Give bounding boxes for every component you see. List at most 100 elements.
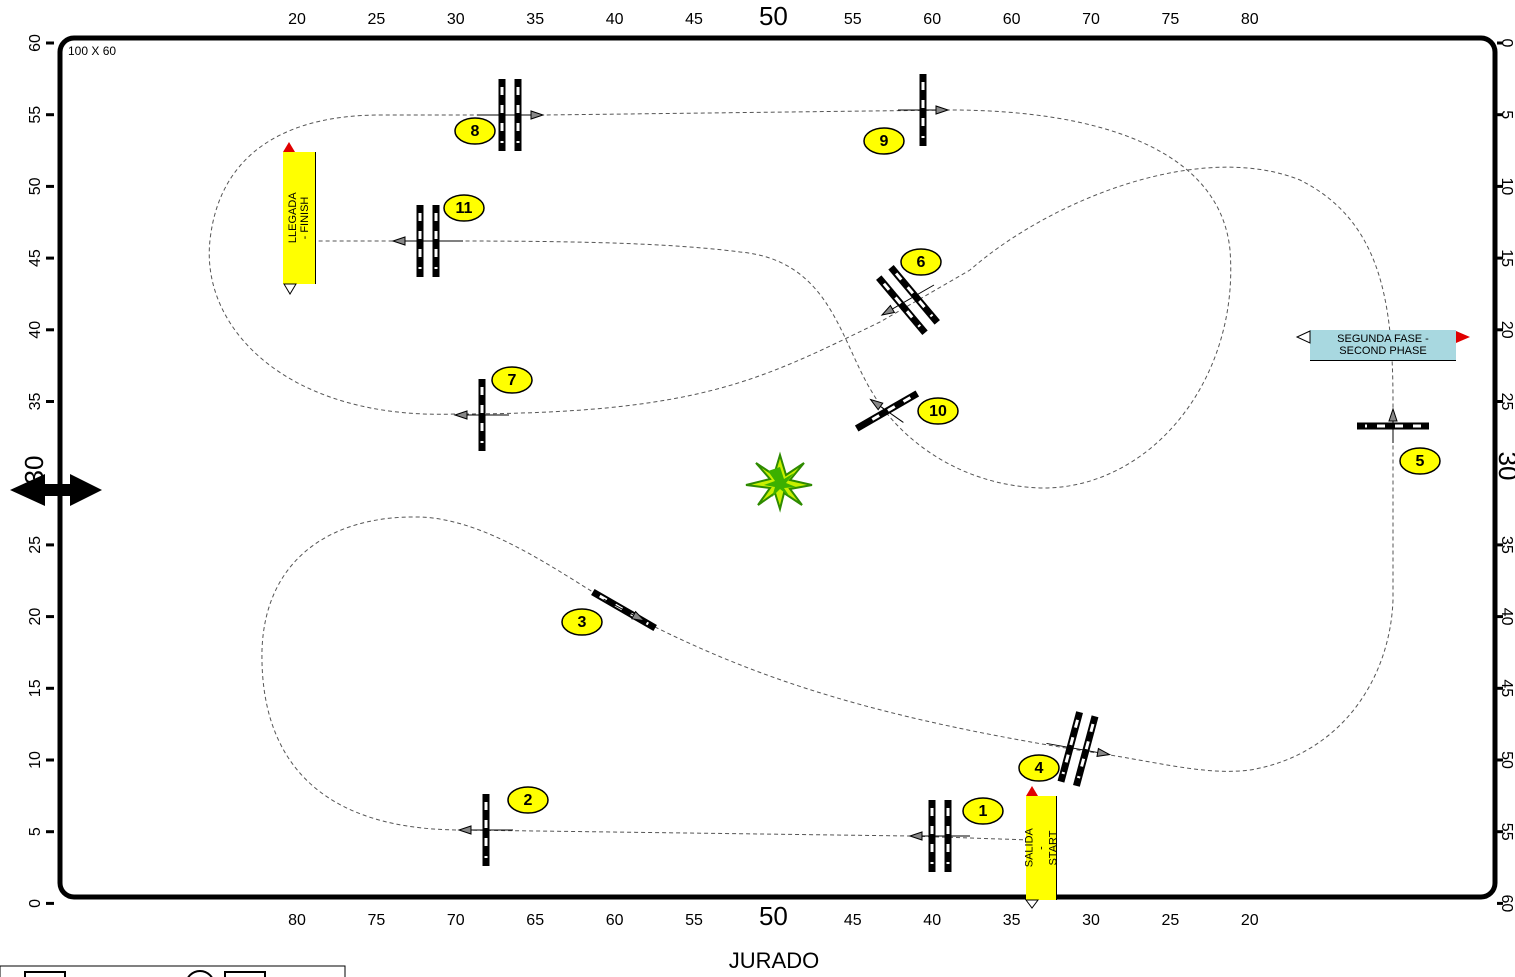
obstacle-fences — [391, 74, 1429, 872]
obstacle-number: 10 — [929, 403, 947, 420]
left-axis-label: 20 — [27, 608, 44, 626]
direction-arrow — [1388, 407, 1398, 443]
obstacle-badge — [561, 608, 603, 636]
bottom-axis-label: 70 — [447, 912, 465, 929]
bottom-axis-label: 20 — [1241, 912, 1259, 929]
right-axis-label: 60 — [1498, 895, 1515, 913]
fence-rail — [1057, 711, 1083, 783]
obstacle-badge — [454, 117, 496, 145]
right-axis-label: 10 — [1498, 178, 1515, 196]
right-axis-label: 0 — [1498, 39, 1515, 48]
arrow-head — [908, 831, 923, 841]
bottom-axis-label: 45 — [844, 912, 862, 929]
top-axis-label: 50 — [759, 1, 788, 31]
bottom-axis-label: 30 — [1082, 912, 1100, 929]
arrow-head — [880, 304, 896, 316]
arrow-head — [935, 105, 950, 115]
fence-rail — [876, 275, 928, 335]
bottom-axis-label: 50 — [759, 901, 788, 931]
obstacle-badge — [1018, 754, 1060, 782]
left-axis-label: 10 — [27, 751, 44, 769]
left-axis-label: 30 — [19, 456, 49, 485]
left-axis-label: 55 — [27, 106, 44, 124]
left-axis-label: 35 — [27, 393, 44, 411]
direction-arrow — [453, 410, 509, 420]
obstacle-badge — [443, 194, 485, 222]
bottom-axis-label: 35 — [1003, 912, 1021, 929]
top-axis-label: 40 — [606, 11, 624, 28]
right-axis-label: 30 — [1493, 452, 1515, 481]
judges-label: JURADO — [729, 948, 819, 973]
start-panel: SALIDA - START — [1023, 796, 1059, 900]
obstacle-badge — [962, 797, 1004, 825]
second-phase-label: SEGUNDA FASE - SECOND PHASE — [1337, 333, 1429, 357]
top-axis-label: 30 — [447, 11, 465, 28]
fence-rail — [1073, 715, 1099, 787]
right-axis-label: 35 — [1498, 536, 1515, 554]
direction-arrow — [898, 105, 950, 115]
obstacle-badge — [900, 248, 942, 276]
top-axis-label: 45 — [685, 11, 703, 28]
right-axis-label: 55 — [1498, 823, 1515, 841]
obstacle-number: 2 — [524, 792, 533, 809]
obstacle-badge — [507, 786, 549, 814]
bottom-axis-label: 80 — [288, 912, 306, 929]
top-axis-label: 35 — [526, 11, 544, 28]
obstacle-badge — [863, 127, 905, 155]
obstacle-number: 7 — [508, 372, 517, 389]
top-axis-label: 25 — [368, 11, 386, 28]
side-arrow — [10, 474, 102, 506]
bottom-axis-label: 60 — [606, 912, 624, 929]
right-axis-label: 25 — [1498, 393, 1515, 411]
obstacle-number: 8 — [471, 123, 480, 140]
left-axis-label: 60 — [27, 34, 44, 52]
course-route — [208, 109, 1394, 841]
arrow-head — [869, 398, 884, 411]
right-axis-label: 50 — [1498, 751, 1515, 769]
right-axis-label: 45 — [1498, 679, 1515, 697]
direction-arrow — [457, 825, 513, 835]
obstacle-badge — [491, 366, 533, 394]
arrow-head — [453, 410, 468, 420]
right-axis-label: 40 — [1498, 608, 1515, 626]
left-axis-label: 15 — [27, 679, 44, 697]
direction-arrow — [1046, 742, 1112, 758]
start-label: SALIDA - START — [1023, 828, 1059, 868]
top-axis-label: 70 — [1082, 11, 1100, 28]
obstacle-badge — [917, 397, 959, 425]
direction-arrow — [603, 598, 646, 622]
obstacle-number: 11 — [456, 200, 473, 217]
arrow-head — [530, 110, 545, 120]
direction-arrow — [908, 831, 970, 841]
obstacle-number: 6 — [917, 254, 926, 271]
obstacle-badge — [1399, 447, 1441, 475]
right-axis-label: 5 — [1498, 110, 1515, 119]
top-axis-label: 55 — [844, 11, 862, 28]
bottom-axis-label: 75 — [368, 912, 386, 929]
obstacle-number: 5 — [1416, 453, 1425, 470]
arrow-head — [457, 825, 472, 835]
direction-arrow — [477, 110, 545, 120]
obstacle-number: 1 — [979, 803, 988, 820]
bottom-axis-label: 25 — [1162, 912, 1180, 929]
finish-label: LLEGADA - FINISH — [287, 192, 312, 244]
bottom-axis-label: 40 — [923, 912, 941, 929]
left-axis-label: 0 — [27, 899, 44, 908]
arrow-head — [631, 610, 646, 622]
legend-box — [0, 965, 346, 977]
top-axis-label: 75 — [1162, 11, 1180, 28]
bottom-axis-label: 55 — [685, 912, 703, 929]
obstacle-number: 3 — [578, 614, 587, 631]
left-axis-label: 5 — [27, 827, 44, 836]
direction-arrow — [880, 284, 935, 316]
finish-panel: LLEGADA - FINISH — [283, 152, 316, 284]
obstacle-number: 4 — [1035, 760, 1044, 777]
direction-arrow — [391, 236, 463, 246]
plant — [745, 451, 813, 513]
right-axis-label: 15 — [1498, 249, 1515, 267]
second-phase-panel: SEGUNDA FASE - SECOND PHASE — [1310, 330, 1456, 361]
arrow-head — [1096, 747, 1112, 758]
top-axis-label: 60 — [1003, 11, 1021, 28]
top-axis-label: 20 — [288, 11, 306, 28]
